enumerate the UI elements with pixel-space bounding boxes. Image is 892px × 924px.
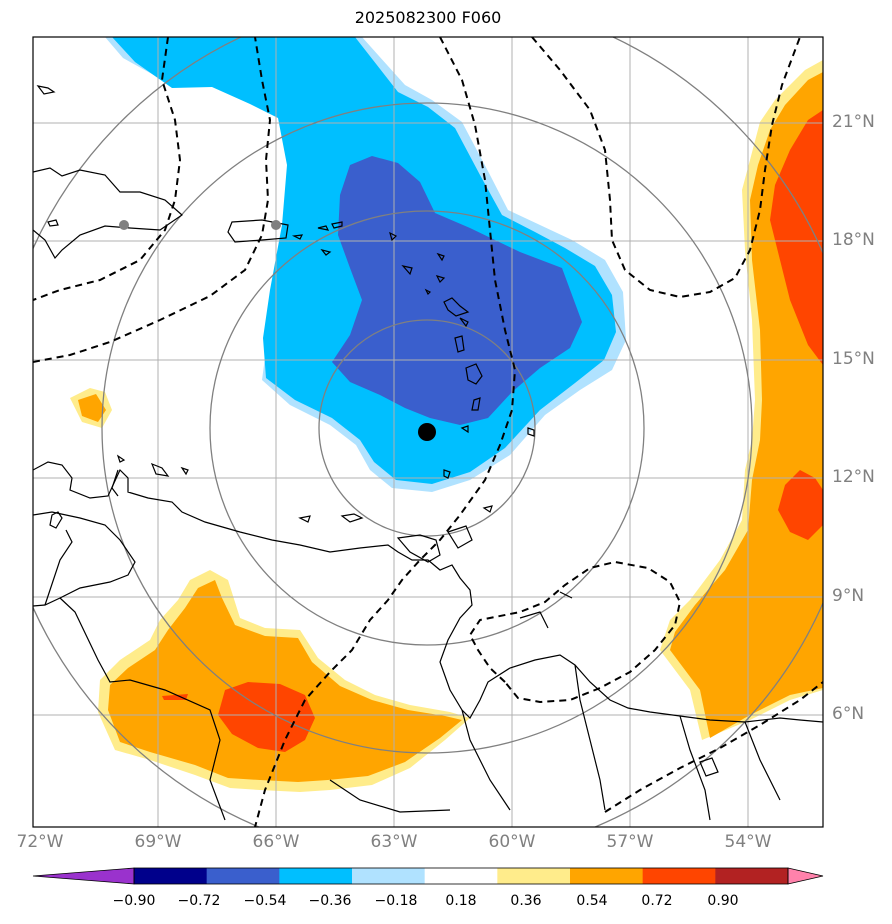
colorbar-label: 0.72 bbox=[641, 893, 673, 909]
colorbar-label: 0.36 bbox=[510, 893, 542, 909]
colorbar-label: −0.54 bbox=[243, 893, 287, 909]
positive-anomaly-southwest-strong bbox=[218, 682, 315, 752]
map-title: 2025082300 F060 bbox=[354, 8, 502, 27]
grey-marker-hispaniola bbox=[119, 220, 129, 230]
positive-anomaly-east-strong bbox=[770, 110, 823, 365]
colorbar bbox=[32, 867, 824, 885]
contour-lines bbox=[33, 37, 823, 827]
lon-label-69w: 69°W bbox=[134, 832, 182, 852]
lat-label-15n: 15°N bbox=[832, 349, 875, 369]
colorbar-label: 0.54 bbox=[576, 893, 608, 909]
lat-label-21n: 21°N bbox=[832, 112, 875, 132]
colorbar-segment bbox=[134, 868, 208, 884]
lon-label-66w: 66°W bbox=[252, 832, 300, 852]
colorbar-segment bbox=[352, 868, 426, 884]
colorbar-segment bbox=[570, 868, 644, 884]
colorbar-segment bbox=[642, 868, 716, 884]
colorbar-label: −0.72 bbox=[177, 893, 221, 909]
lon-label-54w: 54°W bbox=[724, 832, 772, 852]
colorbar-extend-high bbox=[788, 868, 823, 884]
lat-label-9n: 9°N bbox=[832, 586, 865, 606]
colorbar-label: 0.90 bbox=[707, 893, 739, 909]
lon-label-57w: 57°W bbox=[606, 832, 654, 852]
positive-anomaly-southwest-strong-2 bbox=[162, 694, 188, 700]
positive-anomaly-east-strong-2 bbox=[778, 470, 823, 540]
colorbar-segment bbox=[206, 868, 280, 884]
colorbar-label: −0.90 bbox=[112, 893, 156, 909]
positive-anomaly-southwest-mid bbox=[108, 580, 462, 782]
colorbar-segment bbox=[715, 868, 789, 884]
coastlines bbox=[33, 85, 823, 821]
colorbar-label: −0.36 bbox=[308, 893, 352, 909]
colorbar-label: −0.18 bbox=[374, 893, 418, 909]
colorbar-extend-low bbox=[33, 868, 134, 884]
lon-label-72w: 72°W bbox=[16, 832, 64, 852]
lat-label-12n: 12°N bbox=[832, 467, 875, 487]
lat-label-6n: 6°N bbox=[832, 704, 865, 724]
lat-label-18n: 18°N bbox=[832, 230, 875, 250]
grey-marker-puerto-rico bbox=[271, 220, 281, 230]
colorbar-segment bbox=[424, 868, 498, 884]
lon-label-63w: 63°W bbox=[370, 832, 418, 852]
range-rings bbox=[33, 37, 823, 827]
colorbar-label: 0.18 bbox=[445, 893, 477, 909]
storm-center-marker bbox=[418, 423, 436, 441]
lon-label-60w: 60°W bbox=[488, 832, 536, 852]
map-frame bbox=[32, 36, 824, 828]
colorbar-segment bbox=[497, 868, 571, 884]
graticule bbox=[33, 37, 823, 827]
positive-anomaly-west-mid bbox=[78, 394, 106, 422]
colorbar-segment bbox=[279, 868, 353, 884]
